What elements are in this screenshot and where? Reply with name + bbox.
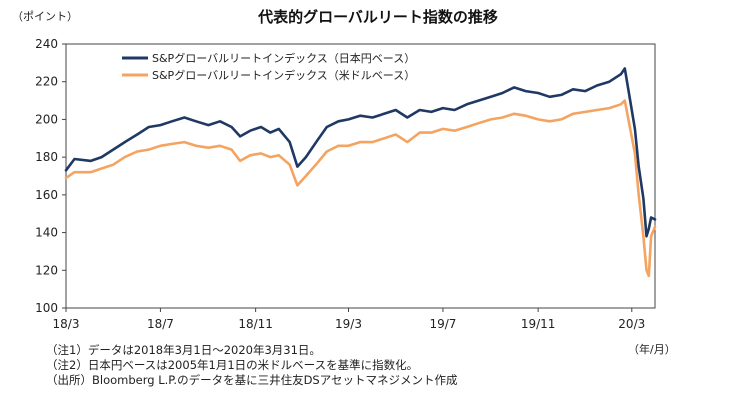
- y-tick-label: 160: [35, 188, 58, 202]
- footnote-1: （注1）データは2018年3月1日～2020年3月31日。: [46, 343, 321, 357]
- x-tick-label: 18/3: [53, 317, 80, 331]
- series-line-usd: [64, 99, 657, 278]
- x-axis-unit-label: （年/月）: [628, 342, 676, 356]
- y-tick-label: 180: [35, 150, 58, 164]
- plot-frame: [65, 43, 656, 309]
- footnotes: （注1）データは2018年3月1日～2020年3月31日。 （注2）日本円ベース…: [46, 343, 458, 388]
- y-tick-label: 220: [35, 75, 58, 89]
- y-tick-label: 240: [35, 37, 58, 51]
- legend-label-jpy: S&Pグローバルリートインデックス（日本円ベース）: [152, 51, 415, 65]
- x-tick-label: 19/11: [521, 317, 556, 331]
- x-tick-label: 18/7: [147, 317, 174, 331]
- series-lines: [64, 67, 657, 278]
- x-tick-label: 19/3: [335, 317, 362, 331]
- legend: S&Pグローバルリートインデックス（日本円ベース） S&Pグローバルリートインデ…: [122, 51, 415, 82]
- footnote-2: （注2）日本円ベースは2005年1月1日の米ドルベースを基準に指数化。: [46, 358, 419, 372]
- y-tick-label: 120: [35, 263, 58, 277]
- series-line-jpy: [64, 67, 657, 238]
- x-tick-label: 20/3: [618, 317, 645, 331]
- x-tick-label: 18/11: [238, 317, 273, 331]
- y-axis-unit-label: （ポイント）: [12, 10, 78, 23]
- y-tick-label: 140: [35, 226, 58, 240]
- legend-label-usd: S&Pグローバルリートインデックス（米ドルベース）: [152, 68, 415, 82]
- y-tick-label: 100: [35, 301, 58, 315]
- y-tick-label: 200: [35, 112, 58, 126]
- chart-title: 代表的グローバルリート指数の推移: [257, 8, 498, 26]
- footnote-source: （出所）Bloomberg L.P.のデータを基に三井住友DSアセットマネジメン…: [46, 373, 458, 387]
- x-tick-label: 19/7: [429, 317, 456, 331]
- axes: 100 120 140 160 180 200 220 240 18/3 18/7 18/11 19/…: [35, 37, 656, 331]
